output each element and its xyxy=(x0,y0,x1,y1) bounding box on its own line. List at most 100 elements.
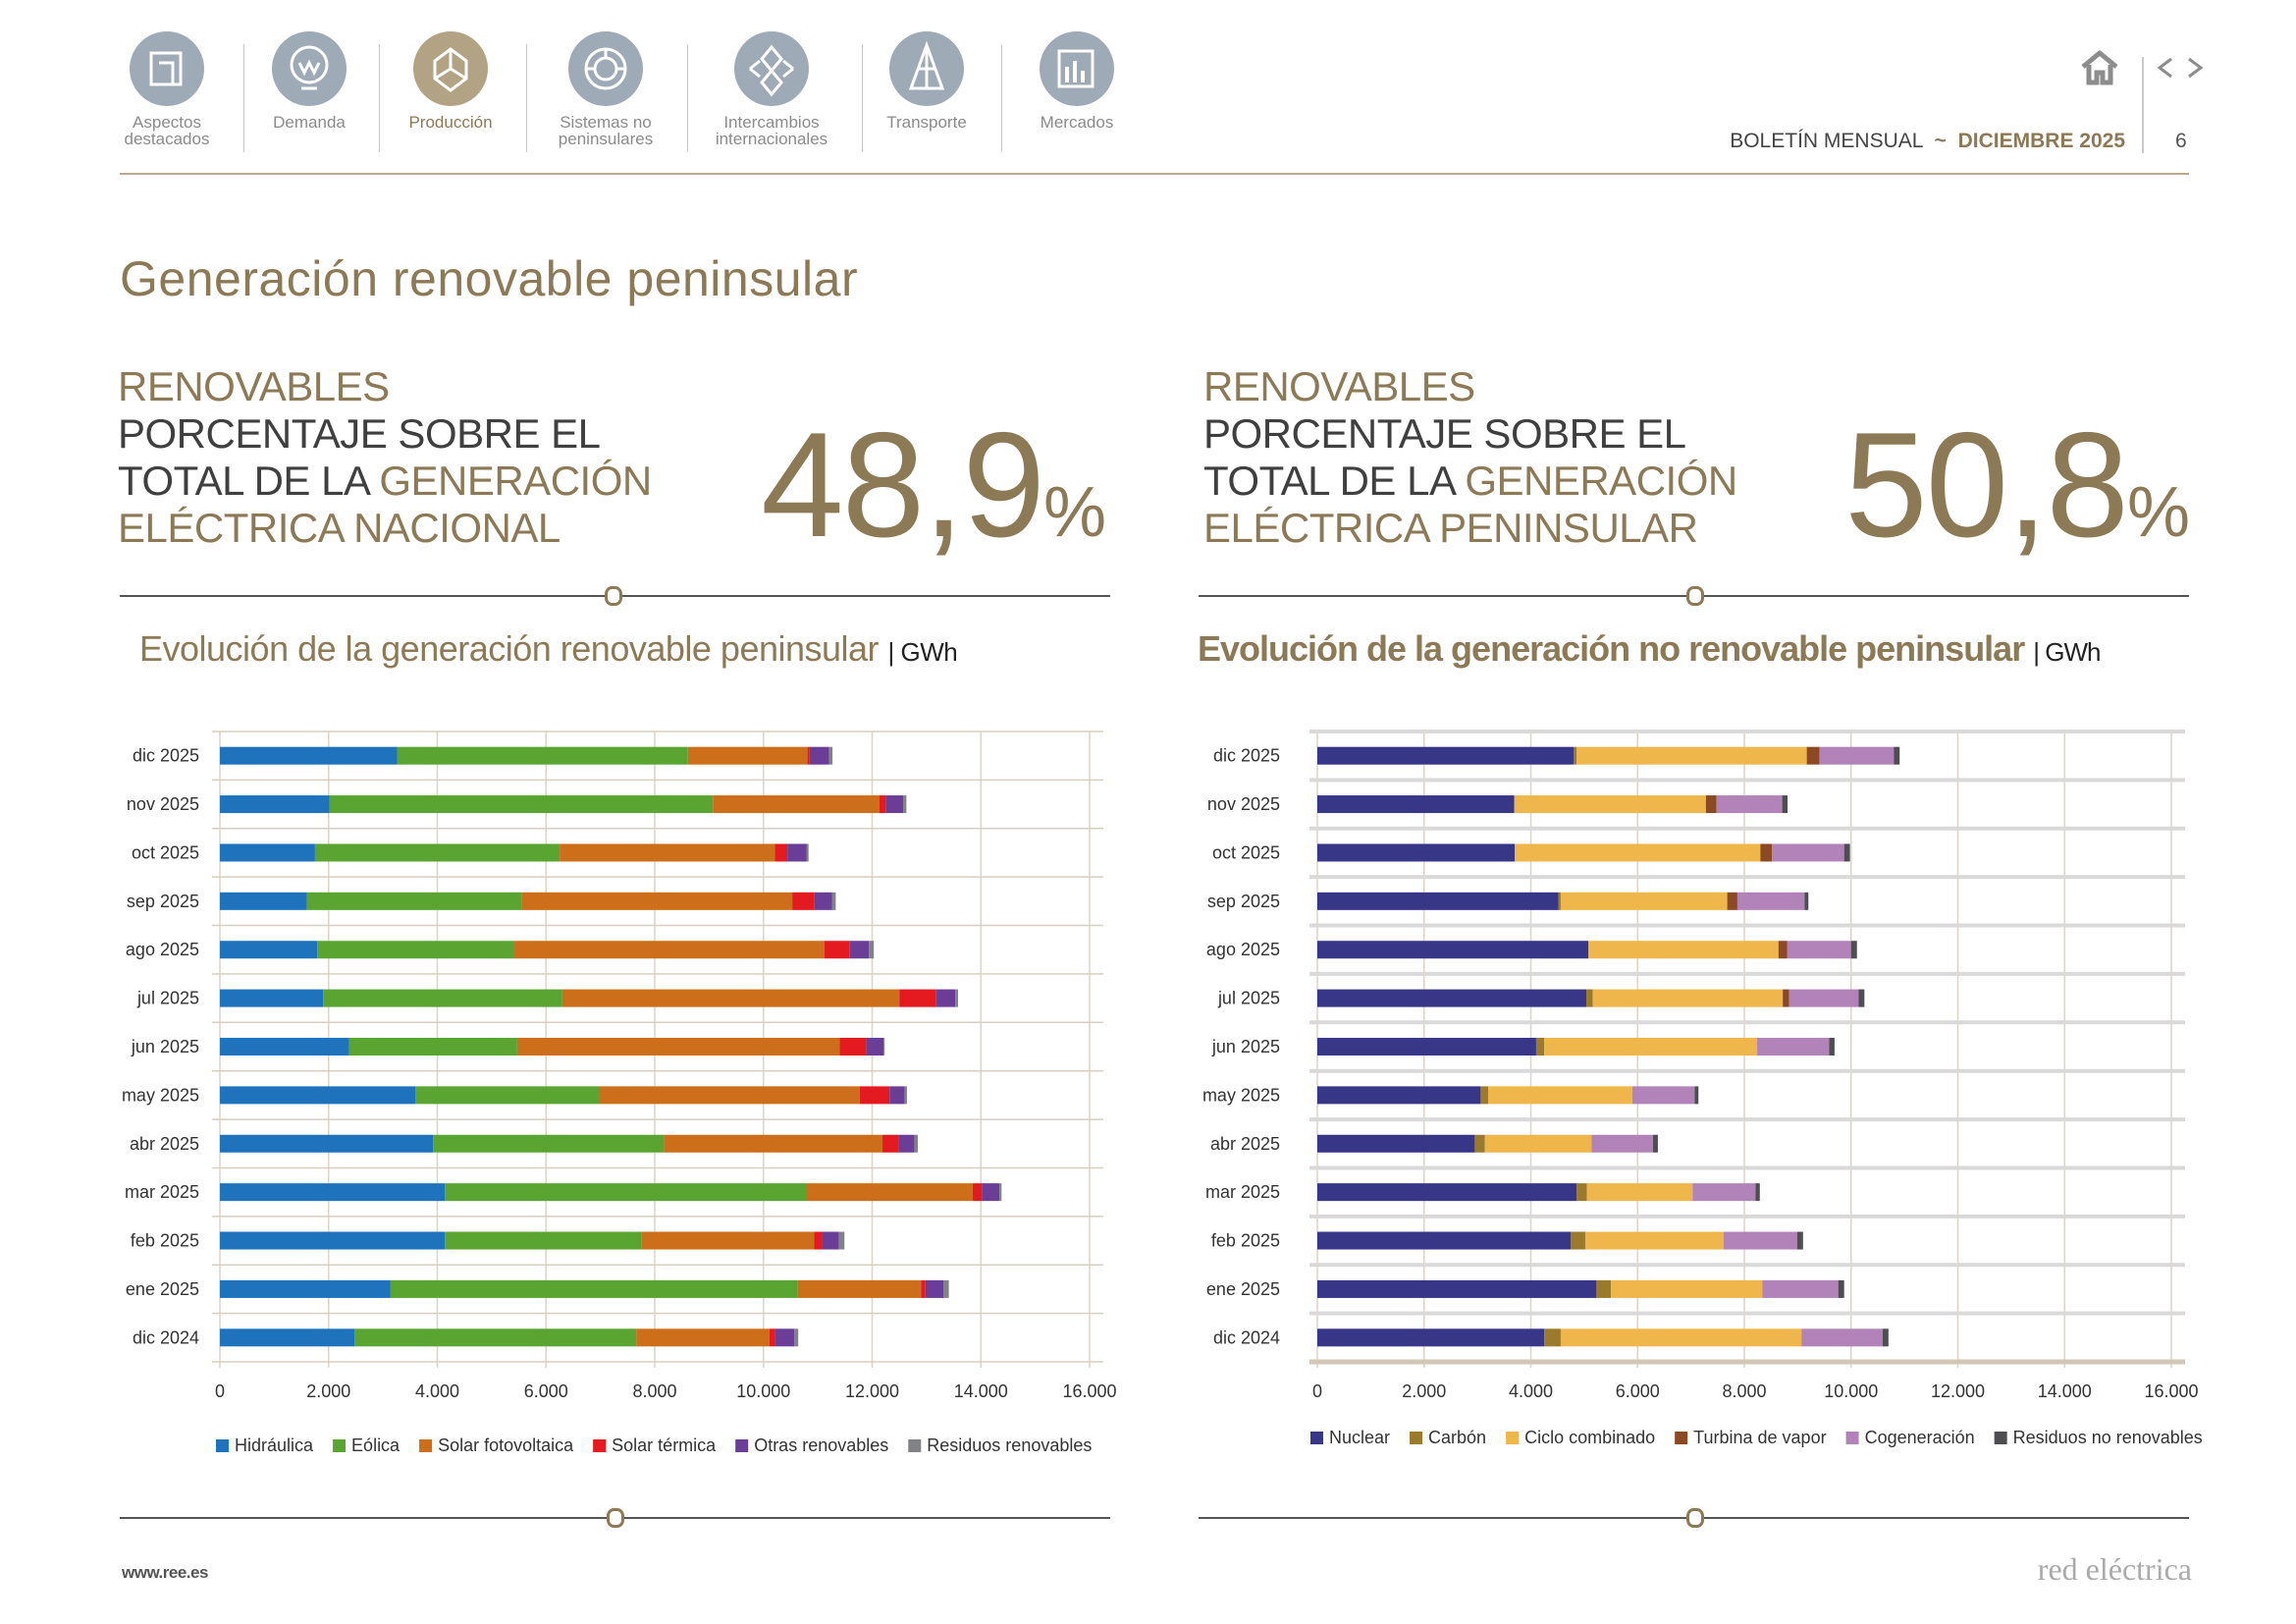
category-label: dic 2025 xyxy=(1213,746,1280,766)
bar-segment xyxy=(828,746,833,765)
chart-title-text: Evolución de la generación renovable pen… xyxy=(139,628,880,669)
bar-segment xyxy=(1705,795,1717,814)
bar-segment xyxy=(1317,1231,1572,1250)
bar-segment xyxy=(561,989,900,1007)
category-label: sep 2025 xyxy=(127,892,199,911)
x-tick-label: 8.000 xyxy=(1722,1381,1766,1401)
legend-swatch xyxy=(333,1439,347,1452)
bar-segment xyxy=(1488,1086,1632,1105)
x-tick-label: 10.000 xyxy=(1824,1381,1878,1401)
website-link[interactable]: www.ree.es xyxy=(122,1563,208,1582)
bar-segment xyxy=(1692,1183,1756,1202)
bar-segment xyxy=(814,1231,823,1250)
bar-segment xyxy=(904,1086,907,1105)
bar-segment xyxy=(898,1134,915,1153)
legend-label: Eólica xyxy=(351,1435,400,1455)
nav-item-6[interactable]: Transporte xyxy=(853,29,1000,131)
legend-label: Residuos no renovables xyxy=(2013,1428,2203,1447)
bar-segment xyxy=(329,795,714,814)
bar-segment xyxy=(831,892,836,910)
kpi-line: RENOVABLES xyxy=(118,363,390,409)
bar-segment xyxy=(1829,1038,1835,1056)
nav-label: Intercambios internacionales xyxy=(715,113,828,148)
bar-segment xyxy=(1515,843,1761,862)
x-tick-label: 12.000 xyxy=(845,1381,899,1401)
bar-segment xyxy=(1762,1279,1839,1298)
home-icon xyxy=(2081,50,2118,85)
bar-segment xyxy=(1783,989,1789,1007)
bar-segment xyxy=(599,1086,860,1105)
next-page-button[interactable] xyxy=(2183,53,2207,87)
bar-segment xyxy=(814,892,832,910)
bar-segment xyxy=(445,1183,807,1202)
bar-segment xyxy=(687,746,808,765)
category-label: dic 2024 xyxy=(1213,1327,1280,1347)
bar-segment xyxy=(1317,795,1515,814)
nav-item-4[interactable]: Sistemas no peninsulares xyxy=(532,29,679,147)
category-label: dic 2024 xyxy=(133,1327,199,1347)
nav-label: Sistemas no peninsulares xyxy=(558,113,654,148)
kpi-line: ELÉCTRICA NACIONAL xyxy=(118,505,561,551)
bar-segment xyxy=(935,989,956,1007)
bar-segment xyxy=(306,892,522,910)
bar-segment xyxy=(1755,1183,1760,1202)
hexagon-ornament-icon xyxy=(1686,1508,1704,1528)
bar-segment xyxy=(220,1086,416,1105)
nav-item-2[interactable]: Demanda xyxy=(236,29,383,131)
nav-item-3[interactable]: Producción xyxy=(377,29,524,131)
header-rule xyxy=(120,173,2189,175)
kpi-line-highlight: GENERACIÓN xyxy=(379,458,652,504)
bar-segment xyxy=(1727,892,1737,910)
island-circle-icon xyxy=(568,31,643,106)
x-tick-label: 8.000 xyxy=(632,1381,676,1401)
tower-icon xyxy=(889,31,964,106)
kpi-national-value: 48,9% xyxy=(761,410,1106,560)
home-button[interactable] xyxy=(2079,49,2120,91)
bar-segment xyxy=(797,1279,922,1298)
bar-segment xyxy=(1716,795,1783,814)
bar-segment xyxy=(1736,892,1805,910)
x-tick-label: 4.000 xyxy=(1509,1381,1553,1401)
legend-swatch xyxy=(1310,1432,1323,1444)
bar-segment xyxy=(220,1134,434,1153)
bar-segment xyxy=(859,1086,890,1105)
bar-segment xyxy=(1782,795,1789,814)
legend-label: Carbón xyxy=(1428,1428,1486,1447)
bar-segment xyxy=(1317,843,1516,862)
bar-segment xyxy=(390,1279,798,1298)
nav-label: Demanda xyxy=(273,113,346,132)
bar-segment xyxy=(955,989,958,1007)
bar-segment xyxy=(806,843,809,862)
bar-segment xyxy=(999,1183,1002,1202)
nav-item-1[interactable]: Aspectos destacados xyxy=(93,29,240,147)
page-title: Generación renovable peninsular xyxy=(120,251,859,306)
legend-swatch xyxy=(735,1439,749,1452)
kpi-peninsular-value: 50,8% xyxy=(1844,410,2190,560)
bar-segment xyxy=(220,843,315,862)
bar-segment xyxy=(397,746,688,765)
legend-swatch xyxy=(216,1439,229,1452)
legend-swatch xyxy=(908,1439,922,1452)
category-label: jul 2025 xyxy=(1217,989,1280,1008)
bar-segment xyxy=(220,795,330,814)
category-label: oct 2025 xyxy=(132,842,199,862)
bar-segment xyxy=(323,989,562,1007)
bar-segment xyxy=(787,843,807,862)
bar-segment xyxy=(314,843,561,862)
bar-segment xyxy=(839,1038,867,1056)
bar-segment xyxy=(794,1328,799,1347)
category-label: jun 2025 xyxy=(1211,1037,1280,1056)
nav-item-5[interactable]: Intercambios internacionales xyxy=(698,29,845,147)
bar-segment xyxy=(348,1038,517,1056)
nav-item-7[interactable]: Mercados xyxy=(1003,29,1150,131)
prev-page-button[interactable] xyxy=(2154,53,2177,87)
bulletin-month: DICIEMBRE 2025 xyxy=(1957,130,2125,152)
bar-chart-icon xyxy=(1040,31,1114,106)
bar-segment xyxy=(903,795,907,814)
legend-swatch xyxy=(1845,1432,1859,1444)
bar-segment xyxy=(1317,892,1559,910)
legend-label: Ciclo combinado xyxy=(1524,1428,1655,1447)
bar-segment xyxy=(1484,1134,1592,1153)
bar-segment xyxy=(1317,1328,1545,1347)
